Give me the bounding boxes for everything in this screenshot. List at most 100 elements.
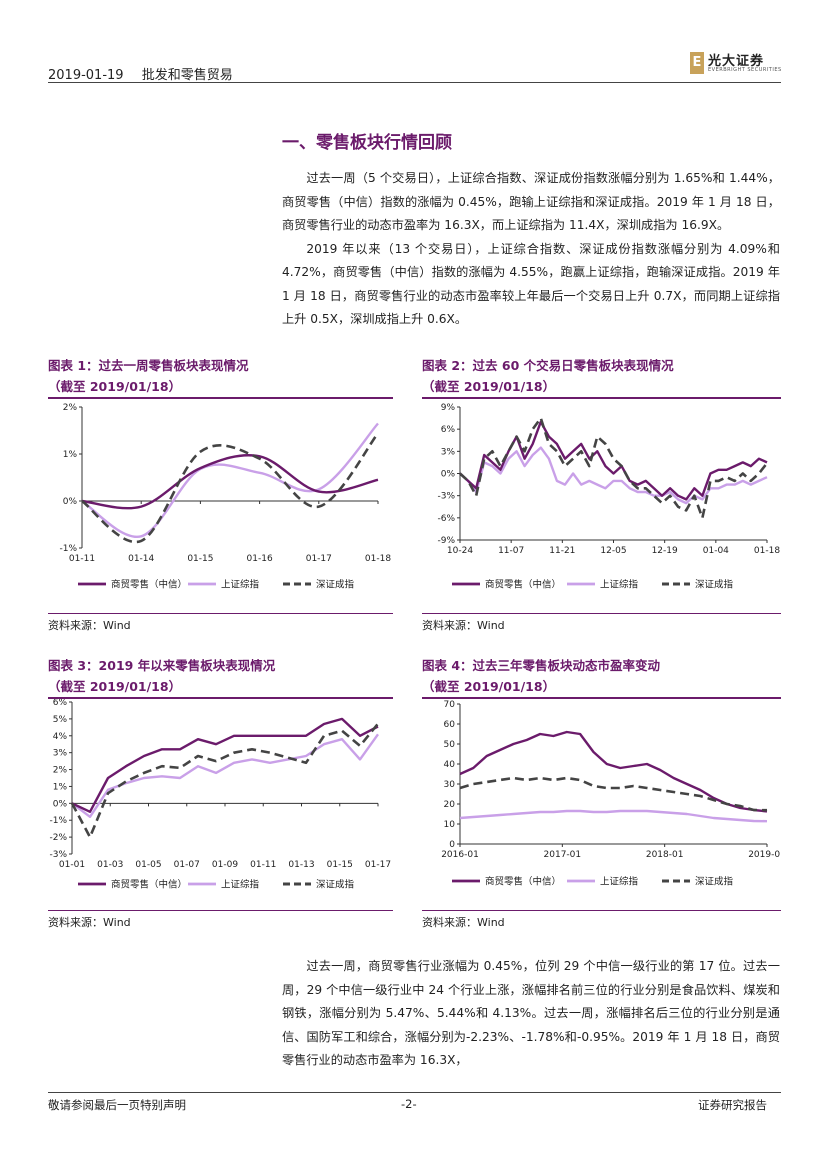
x-tick-label: 01-09 [212, 860, 238, 870]
y-tick-label: 0% [441, 470, 456, 480]
legend-label: 商贸零售（中信） [111, 579, 187, 591]
chart-2: 9% 6% 3% 0% -3% -6% -9%10-24 11-07 11-21 12-05 12-… [437, 403, 780, 591]
header-divider [48, 82, 781, 83]
figure-bottom-rule [422, 613, 781, 614]
y-tick-label: 2% [53, 766, 68, 776]
industry-name: 批发和零售贸易 [141, 68, 233, 83]
figure-source: 资料来源：Wind [422, 619, 505, 632]
figure-subtitle: （截至 2019/01/18） [422, 679, 556, 694]
series-line-1 [81, 422, 379, 538]
report-date: 2019-01-19 [48, 68, 124, 83]
chart-3: 6% 5% 4% 3% 2% 1% 0% -1% -2% -3%01-01 01-03 01-05 01… [49, 698, 391, 891]
industry-paragraph: 过去一周，商贸零售行业涨幅为 0.45%，位列 29 个中信一级行业的第 17 … [282, 955, 780, 1073]
report-header: 2019-01-19 批发和零售贸易 [48, 64, 233, 83]
x-tick-label: 2019-01 [748, 850, 781, 860]
y-tick-label: 9% [441, 403, 456, 413]
series-line-2 [81, 432, 380, 544]
x-tick-label: 01-18 [365, 554, 391, 564]
figure-title: 图表 2：过去 60 个交易日零售板块表现情况 [422, 358, 674, 373]
x-tick-label: 01-17 [306, 554, 332, 564]
legend-label: 深证成指 [695, 876, 734, 888]
legend-label: 商贸零售（中信） [485, 876, 561, 888]
x-tick-label: 01-11 [250, 860, 276, 870]
figure-subtitle: （截至 2019/01/18） [48, 379, 182, 394]
figure-4: 图表 4：过去三年零售板块动态市盈率变动 （截至 2019/01/18） 70 6… [422, 655, 786, 930]
series-line-1 [459, 446, 768, 505]
logo-english-name: EVERBRIGHT SECURITIES [708, 67, 782, 73]
section-title: 一、零售板块行情回顾 [282, 133, 452, 153]
y-tick-label: -6% [437, 514, 455, 524]
y-tick-label: 4% [53, 732, 68, 742]
figure-top-rule [48, 397, 393, 399]
x-tick-label: 01-01 [59, 860, 85, 870]
figure-subtitle: （截至 2019/01/18） [48, 679, 182, 694]
y-tick-label: 0 [449, 840, 455, 850]
logo-chinese-name: 光大证券 [708, 54, 765, 69]
legend-label: 深证成指 [316, 879, 355, 891]
x-tick-label: 12-05 [600, 546, 626, 556]
series-line-0 [71, 717, 379, 813]
legend-label: 深证成指 [695, 579, 734, 591]
legend-label: 上证综指 [600, 876, 639, 888]
x-tick-label: 11-07 [498, 546, 524, 556]
y-tick-label: -1% [59, 544, 77, 554]
figure-source: 资料来源：Wind [422, 916, 505, 929]
x-tick-label: 01-05 [135, 860, 161, 870]
y-tick-label: -9% [437, 536, 455, 546]
x-tick-label: 01-15 [187, 554, 213, 564]
y-tick-label: 1% [53, 782, 68, 792]
y-tick-label: 6% [441, 425, 456, 435]
figure-bottom-rule [48, 613, 393, 614]
footer-disclaimer: 敬请参阅最后一页特别声明 [48, 1098, 186, 1112]
y-tick-label: 50 [444, 740, 456, 750]
x-tick-label: 2016-01 [441, 850, 479, 860]
x-tick-label: 01-11 [69, 554, 95, 564]
legend-label: 深证成指 [316, 579, 355, 591]
y-tick-label: 0% [63, 497, 78, 507]
figure-title: 图表 1：过去一周零售板块表现情况 [48, 358, 249, 373]
y-tick-label: 6% [53, 699, 68, 708]
legend-label: 商贸零售（中信） [111, 879, 187, 891]
y-tick-label: 40 [444, 760, 456, 770]
y-tick-label: 20 [444, 800, 456, 810]
figure-source: 资料来源：Wind [48, 916, 131, 929]
x-tick-label: 01-17 [365, 860, 391, 870]
y-tick-label: 70 [444, 700, 456, 710]
series-line-2 [459, 776, 768, 812]
legend-label: 上证综指 [221, 579, 260, 591]
figure-2: 图表 2：过去 60 个交易日零售板块表现情况 （截至 2019/01/18） … [422, 355, 781, 633]
y-tick-label: -3% [437, 492, 455, 502]
figure-3: 图表 3：2019 年以来零售板块表现情况 （截至 2019/01/18） 6%… [48, 655, 393, 930]
paragraph-ranking: 过去一周，商贸零售行业涨幅为 0.45%，位列 29 个中信一级行业的第 17 … [282, 959, 780, 1067]
figure-source: 资料来源：Wind [48, 619, 131, 632]
paragraph-weekly: 过去一周（5 个交易日），上证综合指数、深证成份指数涨幅分别为 1.65%和 1… [282, 171, 780, 232]
figure-top-rule [48, 697, 393, 699]
footer-report-type: 证券研究报告 [698, 1098, 767, 1112]
series-line-1 [459, 809, 768, 823]
chart-1: 2% 1% 0% -1%01-11 01-14 01-15 01-16 01-17 01-18 商… [59, 403, 391, 591]
figure-top-rule [422, 397, 781, 399]
x-tick-label: 2018-01 [646, 850, 684, 860]
y-tick-label: 2% [63, 403, 78, 413]
y-tick-label: -2% [49, 833, 67, 843]
y-tick-label: 30 [444, 780, 456, 790]
figure-bottom-rule [48, 910, 393, 911]
y-tick-label: 3% [441, 447, 456, 457]
x-tick-label: 01-03 [97, 860, 123, 870]
x-tick-label: 12-19 [652, 546, 678, 556]
x-tick-label: 01-04 [703, 546, 729, 556]
legend-label: 上证综指 [221, 879, 260, 891]
y-tick-label: 60 [444, 720, 456, 730]
series-line-2 [70, 722, 380, 839]
x-tick-label: 01-16 [247, 554, 273, 564]
y-tick-label: 3% [53, 749, 68, 759]
x-tick-label: 01-14 [128, 554, 154, 564]
y-tick-label: -3% [49, 850, 67, 860]
y-tick-label: 5% [53, 715, 68, 725]
figure-top-rule [422, 697, 781, 699]
x-tick-label: 11-21 [549, 546, 575, 556]
figure-title: 图表 3：2019 年以来零售板块表现情况 [48, 658, 276, 673]
y-tick-label: 10 [444, 820, 456, 830]
figure-subtitle: （截至 2019/01/18） [422, 379, 556, 394]
